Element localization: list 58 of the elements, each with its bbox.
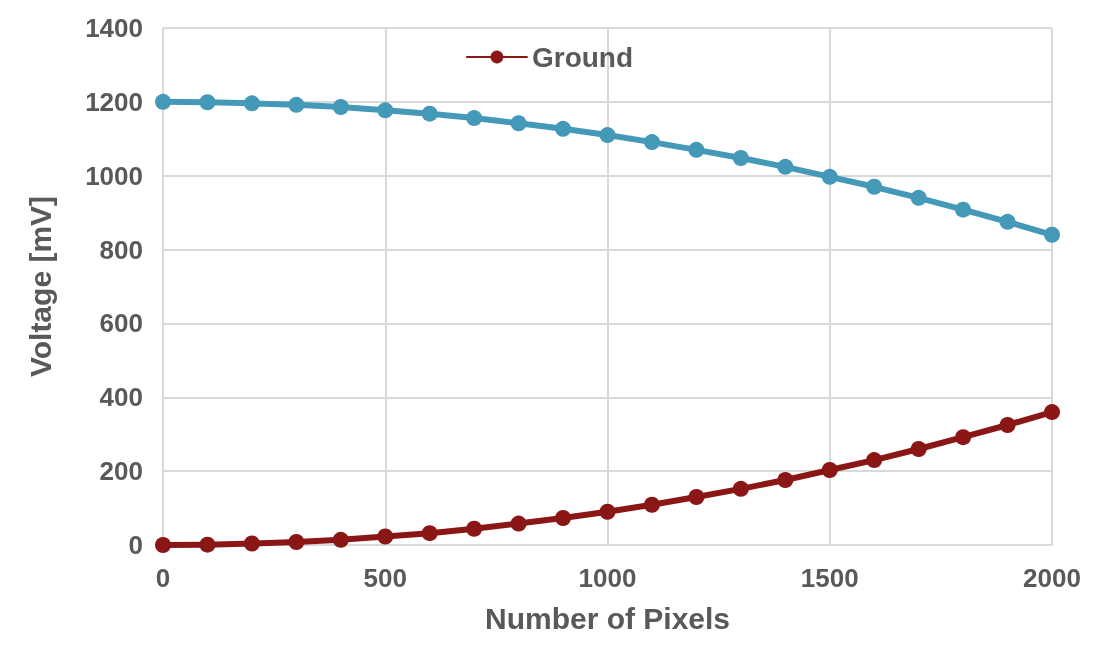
x-tick-label: 2000 [1023, 563, 1081, 593]
point [732, 149, 749, 166]
point [643, 496, 660, 513]
point [377, 102, 394, 119]
point [688, 489, 705, 505]
x-tick-label: 1000 [578, 563, 637, 593]
x-axis-title: Number of Pixels [484, 601, 731, 635]
point [243, 95, 260, 112]
point [1044, 226, 1060, 243]
point [421, 525, 438, 542]
point [288, 96, 305, 113]
point [510, 115, 527, 132]
point [199, 536, 216, 553]
point [777, 472, 794, 488]
point [732, 480, 749, 497]
point [1044, 404, 1060, 421]
y-tick-label: 200 [99, 456, 143, 487]
point [421, 105, 438, 122]
point [955, 429, 972, 446]
point [599, 503, 616, 520]
point [999, 213, 1016, 230]
point [910, 440, 927, 457]
point [155, 93, 171, 110]
point [332, 99, 349, 116]
y-axis-title: Voltage [mV] [23, 195, 57, 378]
point [643, 134, 660, 151]
point [688, 141, 705, 158]
y-tick-label: 0 [128, 530, 143, 560]
point [377, 528, 394, 545]
point [510, 515, 527, 532]
point [332, 531, 349, 548]
point [866, 452, 883, 469]
point [999, 416, 1016, 433]
point [243, 535, 260, 552]
point [821, 168, 838, 185]
point [777, 158, 794, 175]
point [199, 94, 216, 111]
point [466, 520, 483, 537]
x-tick-label: 500 [363, 563, 407, 593]
point [599, 127, 616, 144]
point [955, 201, 972, 218]
point [555, 120, 572, 137]
y-tick-label: 1400 [85, 13, 143, 43]
y-tick-label: 600 [99, 308, 143, 339]
point [155, 537, 171, 553]
x-tick-label: 0 [155, 563, 171, 593]
point [555, 510, 572, 527]
point [910, 189, 927, 206]
y-tick-label: 1200 [85, 86, 143, 117]
y-tick-label: 800 [99, 234, 143, 265]
y-tick-label: 1000 [85, 160, 143, 191]
point [866, 178, 883, 195]
legend-label: Ground [531, 41, 634, 73]
point [288, 534, 305, 551]
point [466, 110, 483, 127]
x-tick-label: 1500 [800, 563, 859, 593]
point [821, 462, 838, 479]
y-tick-label: 400 [99, 382, 143, 413]
